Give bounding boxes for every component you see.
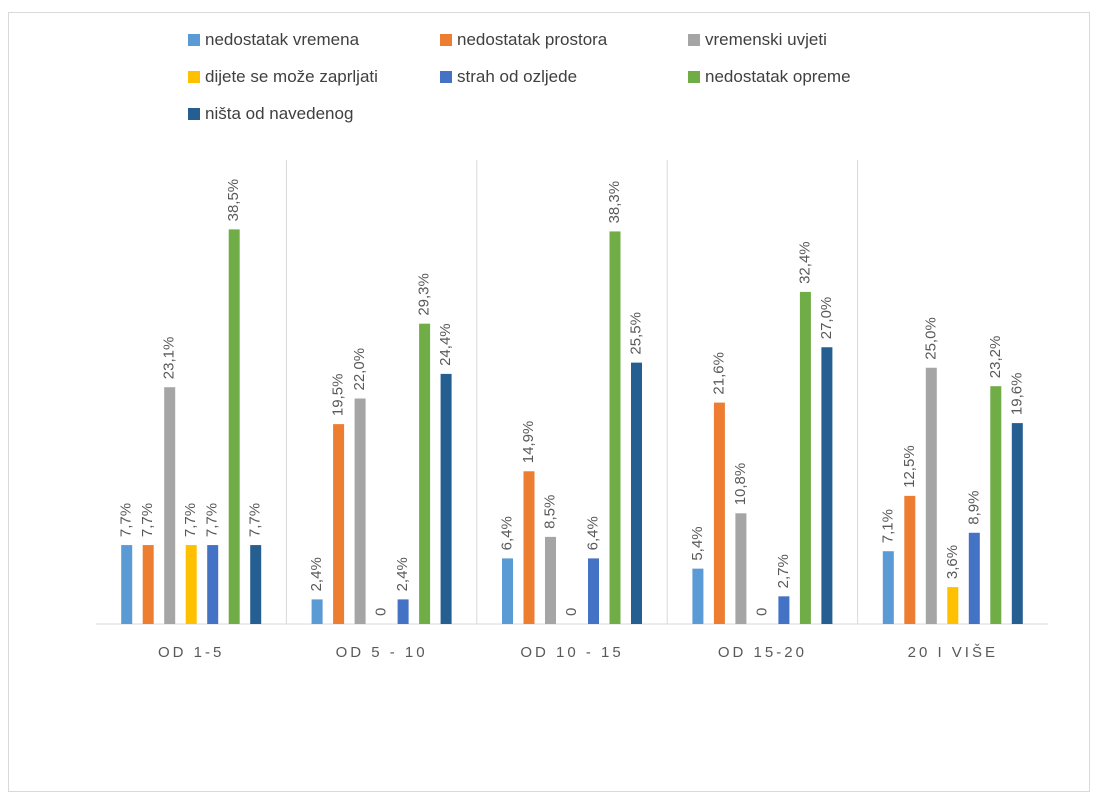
data-label: 32,4% — [796, 241, 813, 284]
bar — [588, 558, 599, 624]
bar — [609, 231, 621, 625]
bar — [523, 471, 535, 624]
bar — [545, 536, 556, 624]
bar — [904, 495, 916, 624]
category-label: OD 15-20 — [718, 644, 807, 661]
data-label: 25,0% — [922, 317, 939, 360]
bar — [799, 291, 811, 624]
bar — [142, 545, 154, 624]
data-label: 7,7% — [139, 503, 156, 537]
legend-swatch — [688, 34, 700, 46]
data-label: 23,1% — [161, 337, 178, 380]
data-label: 38,3% — [606, 181, 623, 224]
bar — [419, 323, 431, 624]
data-label: 0 — [373, 608, 390, 616]
data-label: 25,5% — [628, 312, 645, 355]
legend-item: nedostatak vremena — [188, 30, 359, 50]
bar — [354, 398, 366, 624]
bar — [882, 551, 894, 624]
data-label: 2,4% — [394, 557, 411, 591]
bar — [250, 545, 262, 624]
data-label: 24,4% — [437, 323, 454, 366]
bar — [631, 362, 642, 624]
data-label: 8,5% — [542, 495, 559, 529]
bar — [1011, 423, 1023, 624]
data-label: 7,7% — [204, 503, 221, 537]
data-label: 6,4% — [499, 516, 516, 550]
bar — [947, 587, 959, 624]
bar — [333, 424, 345, 624]
legend-swatch — [188, 71, 200, 83]
data-label: 27,0% — [818, 297, 835, 340]
data-label: 7,7% — [247, 503, 264, 537]
bar — [990, 386, 1002, 624]
bar — [185, 545, 197, 624]
legend-item: nedostatak prostora — [440, 30, 607, 50]
bar — [502, 558, 513, 624]
category-label: 20 I VIŠE — [908, 644, 998, 661]
data-label: 0 — [563, 608, 580, 616]
bar — [821, 347, 833, 624]
legend-item: ništa od navedenog — [188, 104, 353, 124]
data-label: 8,9% — [965, 491, 982, 525]
data-label: 5,4% — [689, 526, 706, 560]
data-label: 2,7% — [775, 554, 792, 588]
legend-item: vremenski uvjeti — [688, 30, 827, 50]
legend-swatch — [440, 71, 452, 83]
legend-label: nedostatak prostora — [457, 30, 608, 49]
bar — [440, 373, 452, 624]
bar — [164, 387, 176, 624]
bar — [925, 367, 937, 624]
legend-swatch — [688, 71, 700, 83]
legend-item: dijete se može zaprljati — [188, 67, 378, 87]
legend-swatch — [188, 108, 200, 120]
data-label: 29,3% — [416, 273, 433, 316]
category-label: OD 10 - 15 — [520, 644, 623, 661]
bar — [207, 545, 219, 624]
bar — [778, 596, 790, 624]
bar-chart: 7,7% 7,7%23,1%7,7% 7,7%38,5%7,7%OD 1-52,4%… — [96, 160, 1048, 661]
data-label: 23,2% — [987, 336, 1004, 379]
legend-label: dijete se može zaprljati — [205, 67, 378, 86]
data-label: 38,5% — [225, 179, 242, 222]
data-label: 22,0% — [351, 348, 368, 391]
bar — [692, 568, 704, 624]
data-label: 7,7% — [118, 503, 135, 537]
legend-label: nedostatak vremena — [205, 30, 360, 49]
category-label: OD 5 - 10 — [336, 644, 428, 661]
legend-item: nedostatak opreme — [688, 67, 851, 87]
legend-label: nedostatak opreme — [705, 67, 851, 86]
data-label: 7,1% — [879, 509, 896, 543]
bar — [713, 402, 725, 624]
data-label: 6,4% — [585, 516, 602, 550]
legend-label: strah od ozljede — [457, 67, 578, 86]
legend-swatch — [188, 34, 200, 46]
data-label: 19,6% — [1008, 373, 1025, 416]
data-label: 21,6% — [710, 352, 727, 395]
data-label: 14,9% — [520, 421, 537, 464]
data-label: 10,8% — [732, 463, 749, 506]
data-label: 12,5% — [901, 445, 918, 488]
bar — [228, 229, 240, 624]
data-label: 19,5% — [330, 374, 347, 417]
legend-item: strah od ozljede — [440, 67, 577, 87]
data-label: 2,4% — [308, 557, 325, 591]
data-label: 0 — [753, 608, 770, 616]
bar — [311, 599, 323, 624]
bar — [121, 545, 133, 624]
bar — [735, 513, 747, 624]
legend-label: vremenski uvjeti — [705, 30, 827, 49]
bar — [397, 599, 409, 624]
category-label: OD 1-5 — [158, 644, 224, 661]
bar — [968, 532, 980, 624]
data-label: 3,6% — [944, 545, 961, 579]
data-label: 7,7% — [182, 503, 199, 537]
legend-swatch — [440, 34, 452, 46]
legend-label: ništa od navedenog — [205, 104, 354, 123]
